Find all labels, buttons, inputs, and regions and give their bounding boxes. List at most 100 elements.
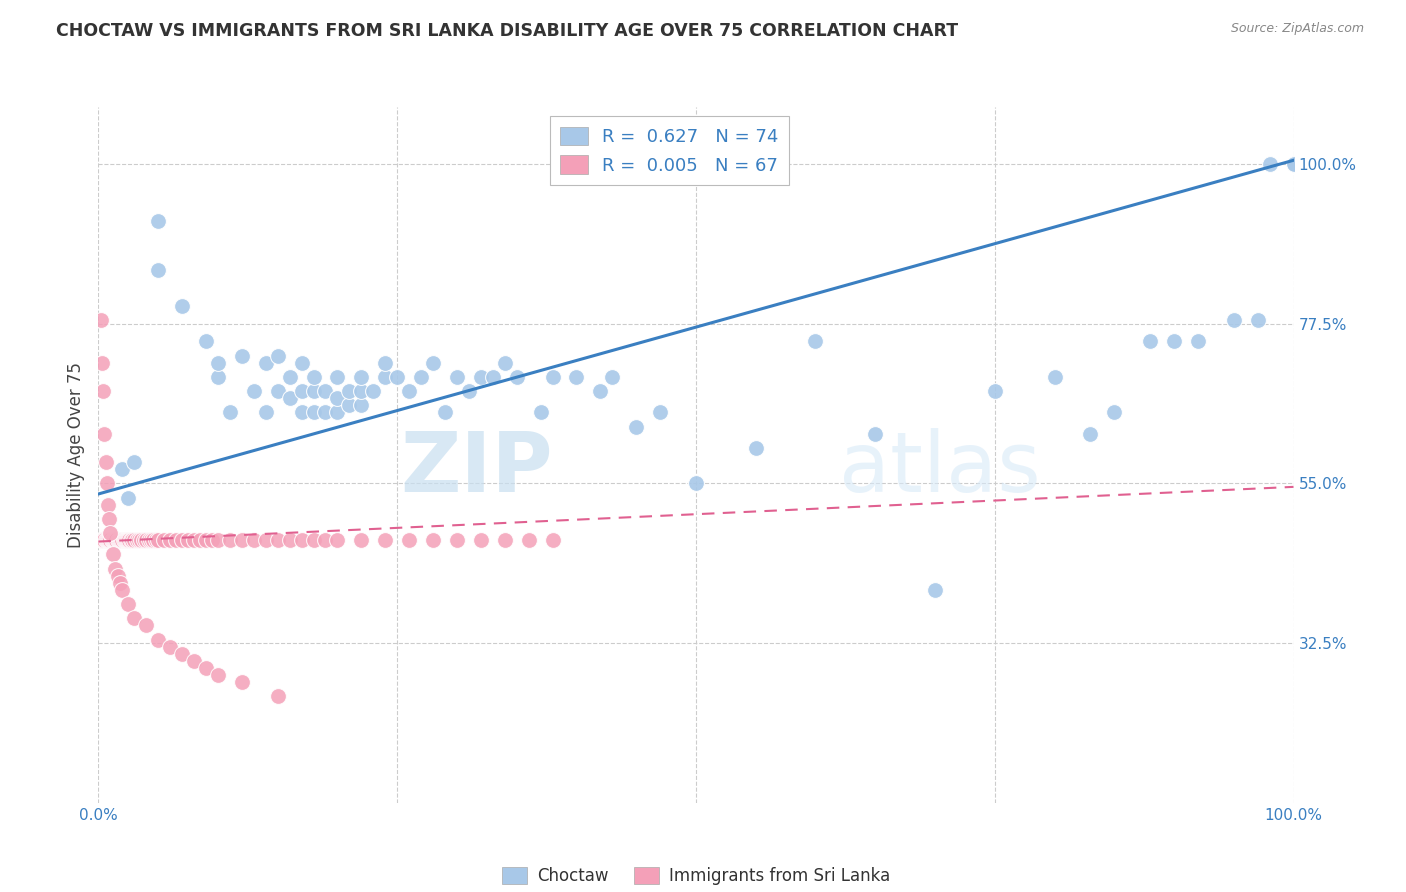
Point xyxy=(470,369,492,384)
Point xyxy=(124,533,146,548)
Point xyxy=(101,547,124,561)
Point xyxy=(93,533,115,548)
Point xyxy=(517,533,540,548)
Point xyxy=(648,405,672,419)
Point xyxy=(115,533,138,548)
Point xyxy=(267,349,290,363)
Point xyxy=(139,533,162,548)
Point xyxy=(422,356,444,370)
Point xyxy=(267,690,290,704)
Point xyxy=(302,533,325,548)
Point xyxy=(96,476,118,491)
Point xyxy=(290,405,312,419)
Point xyxy=(115,533,138,548)
Point xyxy=(1080,426,1102,441)
Point xyxy=(172,533,194,548)
Point xyxy=(124,455,146,469)
Point xyxy=(374,356,396,370)
Point xyxy=(111,582,134,597)
Point xyxy=(104,533,127,548)
Point xyxy=(398,384,420,398)
Point xyxy=(201,533,224,548)
Point xyxy=(135,618,157,632)
Legend: Choctaw, Immigrants from Sri Lanka: Choctaw, Immigrants from Sri Lanka xyxy=(495,860,897,891)
Point xyxy=(1139,334,1161,349)
Point xyxy=(148,632,170,647)
Point xyxy=(290,533,312,548)
Point xyxy=(94,533,117,548)
Point xyxy=(112,533,135,548)
Point xyxy=(93,426,115,441)
Point xyxy=(231,349,253,363)
Point xyxy=(446,533,468,548)
Point xyxy=(411,369,433,384)
Point xyxy=(96,533,118,548)
Point xyxy=(315,533,337,548)
Text: Source: ZipAtlas.com: Source: ZipAtlas.com xyxy=(1230,22,1364,36)
Point xyxy=(100,533,122,548)
Point xyxy=(207,668,229,682)
Point xyxy=(117,491,139,505)
Text: atlas: atlas xyxy=(839,428,1040,509)
Point xyxy=(589,384,612,398)
Point xyxy=(135,533,157,548)
Point xyxy=(97,498,120,512)
Point xyxy=(194,334,217,349)
Point xyxy=(183,533,205,548)
Point xyxy=(148,213,170,227)
Point xyxy=(1282,157,1305,171)
Point xyxy=(207,369,229,384)
Point xyxy=(326,391,349,405)
Point xyxy=(114,533,136,548)
Point xyxy=(148,533,170,548)
Point xyxy=(278,369,301,384)
Point xyxy=(350,398,373,412)
Point xyxy=(98,533,121,548)
Point xyxy=(159,640,181,654)
Point xyxy=(107,568,129,582)
Point xyxy=(207,356,229,370)
Point xyxy=(91,384,114,398)
Point xyxy=(98,526,122,541)
Point xyxy=(924,582,946,597)
Point xyxy=(863,426,886,441)
Point xyxy=(1102,405,1125,419)
Point xyxy=(98,533,122,548)
Point xyxy=(207,533,229,548)
Point xyxy=(91,356,114,370)
Point xyxy=(494,356,516,370)
Point xyxy=(458,384,481,398)
Point xyxy=(326,405,349,419)
Point xyxy=(142,533,165,548)
Point xyxy=(565,369,588,384)
Point xyxy=(446,369,468,384)
Point xyxy=(108,575,131,590)
Point xyxy=(1282,157,1305,171)
Point xyxy=(804,334,827,349)
Point xyxy=(111,533,134,548)
Point xyxy=(278,391,301,405)
Point xyxy=(541,533,564,548)
Point xyxy=(91,533,114,548)
Point xyxy=(433,405,456,419)
Point xyxy=(111,462,134,476)
Text: ZIP: ZIP xyxy=(401,428,553,509)
Point xyxy=(302,369,325,384)
Point xyxy=(494,533,516,548)
Point xyxy=(350,369,373,384)
Point xyxy=(745,441,768,455)
Point xyxy=(103,533,125,548)
Point xyxy=(1258,157,1281,171)
Point xyxy=(267,533,290,548)
Point xyxy=(107,533,129,548)
Point xyxy=(219,533,242,548)
Point xyxy=(302,384,325,398)
Point xyxy=(101,533,124,548)
Point xyxy=(1222,313,1246,327)
Point xyxy=(138,533,160,548)
Point xyxy=(145,533,167,548)
Point xyxy=(337,398,360,412)
Point xyxy=(104,561,127,575)
Point xyxy=(267,384,290,398)
Point xyxy=(254,356,277,370)
